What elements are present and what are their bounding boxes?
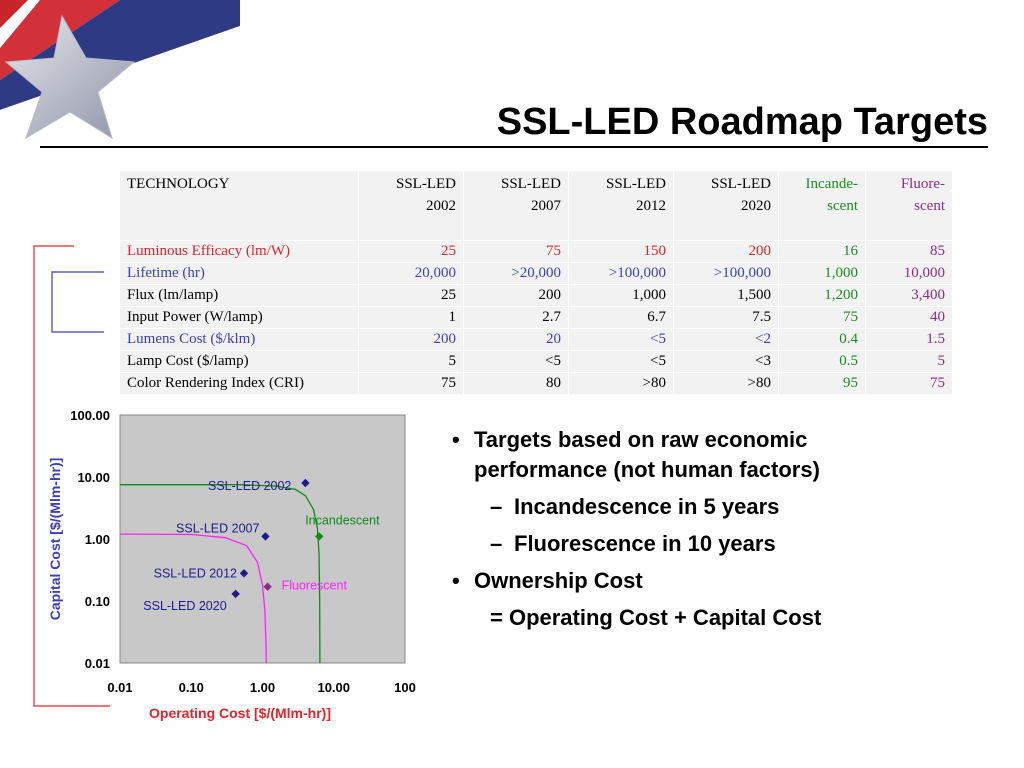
table-cell: 85 xyxy=(865,240,953,263)
table-header-row: TECHNOLOGY SSL-LED 2002 SSL-LED 2007 SSL-L… xyxy=(119,170,953,241)
table-cell: 150 xyxy=(568,240,674,263)
table-cell: >20,000 xyxy=(463,262,569,285)
row-label: Color Rendering Index (CRI) xyxy=(119,372,359,395)
red-bracket-line xyxy=(33,245,110,707)
table-cell: 3,400 xyxy=(865,284,953,307)
table-cell: 1,000 xyxy=(778,262,866,285)
table-row-flux: Flux (lm/lamp) 25 200 1,000 1,500 1,200 … xyxy=(119,284,953,307)
y-axis-label: Capital Cost [$/(Mlm-hr)] xyxy=(47,458,63,621)
x-tick-label: 1.00 xyxy=(250,680,275,695)
x-tick-label: 0.01 xyxy=(107,680,132,695)
table-cell: >80 xyxy=(673,372,779,395)
header-ssl-led-2020: SSL-LED 2020 xyxy=(673,170,779,241)
table-cell: 0.4 xyxy=(778,328,866,351)
bullet-item: = Operating Cost + Capital Cost xyxy=(490,605,822,630)
flag-red-stripe-icon xyxy=(0,0,28,28)
cost-chart: 0.01 0.10 1.00 10.00 100 100.00 10.00 1.00 0.10 0… xyxy=(47,408,416,721)
header-ssl-led-2012: SSL-LED 2012 xyxy=(568,170,674,241)
ssl-led-2020-label: SSL-LED 2020 xyxy=(143,599,226,613)
fluorescent-curve xyxy=(119,533,267,664)
row-label: Flux (lm/lamp) xyxy=(119,284,359,307)
incandescent-curve xyxy=(120,484,321,664)
table-row-input-power: Input Power (W/lamp) 1 2.7 6.7 7.5 75 40 xyxy=(119,306,953,329)
y-tick-label: 1.00 xyxy=(85,532,110,547)
y-tick-label: 100.00 xyxy=(70,408,110,423)
incandescent-label: Incandescent xyxy=(305,513,380,527)
sub-bullet-item: – Incandescence in 5 years xyxy=(490,494,780,519)
ssl-led-2020-point xyxy=(231,589,240,599)
slide-title: SSL-LED Roadmap Targets xyxy=(496,101,988,143)
table-row-lumens-cost: Lumens Cost ($/klm) 200 20 <5 <2 0.4 1.5 xyxy=(119,328,953,351)
ssl-led-2002-label: SSL-LED 2002 xyxy=(208,479,291,493)
star-flag-logo xyxy=(0,0,240,140)
ssl-led-2002-point xyxy=(301,478,310,488)
incandescent-point xyxy=(315,532,324,541)
fluorescent-label: Fluorescent xyxy=(282,579,348,593)
table-cell: 75 xyxy=(358,372,464,395)
title-divider xyxy=(40,146,988,148)
bullet-item: • Targets based on raw economic xyxy=(452,427,808,452)
fluorescent-point xyxy=(263,582,272,591)
table-cell: 2.7 xyxy=(463,306,569,329)
x-tick-label: 10.00 xyxy=(317,680,350,695)
roadmap-targets-table: TECHNOLOGY SSL-LED 2002 SSL-LED 2007 SSL-L… xyxy=(119,170,953,395)
header-fluorescent: Fluore-scent xyxy=(865,170,953,241)
star-icon xyxy=(4,14,136,140)
y-tick-label: 0.10 xyxy=(85,594,110,609)
bullet-item: performance (not human factors) xyxy=(474,457,820,482)
table-cell: 1,500 xyxy=(673,284,779,307)
row-label: Luminous Efficacy (lm/W) xyxy=(119,240,359,263)
table-cell: 7.5 xyxy=(673,306,779,329)
ticks-layer: 0.01 0.10 1.00 10.00 100 100.00 10.00 1.00 0.10 0… xyxy=(70,408,416,695)
header-ssl-led-2002: SSL-LED 2002 xyxy=(358,170,464,241)
header-ssl-led-2007: SSL-LED 2007 xyxy=(463,170,569,241)
ssl-led-2007-label: SSL-LED 2007 xyxy=(176,521,259,535)
table-row-cri: Color Rendering Index (CRI) 75 80 >80 >8… xyxy=(119,372,953,395)
ssl-led-2012-label: SSL-LED 2012 xyxy=(154,566,237,580)
table-row-lamp-cost: Lamp Cost ($/lamp) 5 <5 <5 <3 0.5 5 xyxy=(119,350,953,373)
table-cell: 75 xyxy=(865,372,953,395)
y-tick-label: 10.00 xyxy=(77,470,110,485)
x-axis-label: Operating Cost [$/(Mlm-hr)] xyxy=(149,705,331,721)
plot-area xyxy=(119,414,406,664)
blue-bracket-line xyxy=(51,271,104,333)
table-cell: >80 xyxy=(568,372,674,395)
x-tick-label: 0.10 xyxy=(179,680,204,695)
x-tick-label: 100 xyxy=(394,680,416,695)
table-cell: 80 xyxy=(463,372,569,395)
curves-layer xyxy=(119,484,321,664)
sub-bullet-item: – Fluorescence in 10 years xyxy=(490,531,776,556)
bullet-item: • Ownership Cost xyxy=(452,568,643,593)
table-row-luminous-efficacy: Luminous Efficacy (lm/W) 25 75 150 200 1… xyxy=(119,240,953,263)
points-layer: SSL-LED 2002 SSL-LED 2007 SSL-LED 2012 SSL-… xyxy=(143,478,380,613)
y-tick-label: 0.01 xyxy=(85,656,110,671)
